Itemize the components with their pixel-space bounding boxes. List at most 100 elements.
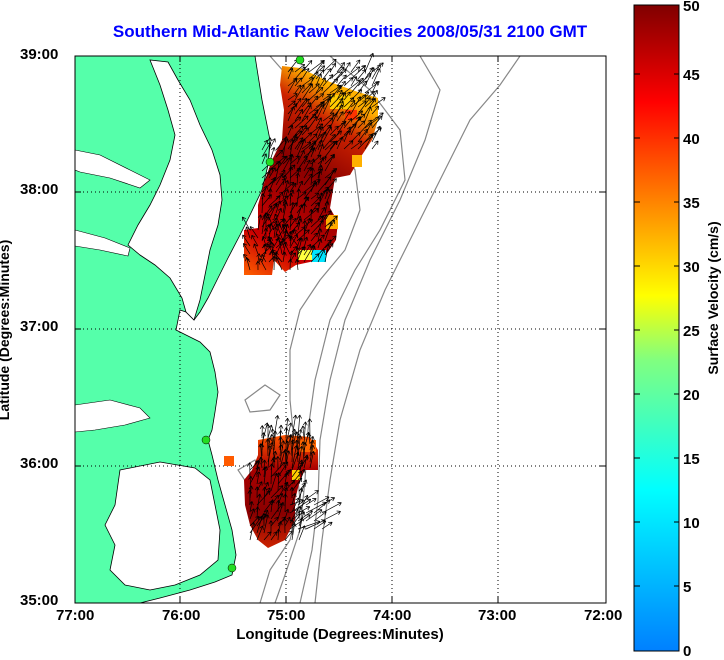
velocity-arrow: [309, 439, 315, 457]
velocity-arrow: [247, 490, 253, 506]
velocity-arrow: [267, 424, 273, 439]
velocity-arrow: [287, 78, 297, 94]
velocity-arrow: [350, 77, 364, 94]
velocity-arrow: [296, 188, 302, 207]
velocity-arrow: [282, 202, 289, 221]
velocity-arrow: [302, 203, 307, 214]
velocity-arrow: [310, 253, 320, 263]
velocity-arrow: [261, 245, 272, 256]
velocity-arrow: [261, 235, 267, 247]
colorbar-tick-label: 40: [683, 131, 700, 148]
velocity-arrow: [257, 214, 263, 231]
velocity-arrow: [343, 110, 351, 122]
velocity-arrow: [357, 100, 367, 108]
velocity-arrows: [241, 52, 386, 541]
velocity-arrow: [291, 492, 297, 506]
velocity-arrow: [272, 430, 278, 451]
velocity-arrow: [364, 106, 372, 122]
velocity-arrow: [317, 206, 326, 221]
velocity-arrow: [324, 242, 334, 256]
colorbar-tick-label: 25: [683, 323, 700, 340]
velocity-arrow: [322, 92, 335, 108]
velocity-arrow: [256, 490, 271, 506]
velocity-arrow: [301, 83, 313, 101]
velocity-arrow: [263, 212, 269, 231]
velocity-arrow: [249, 508, 256, 520]
velocity-arrow: [242, 234, 251, 247]
velocity-arrow: [263, 466, 269, 485]
velocity-arrow: [282, 157, 291, 172]
velocity-arrow: [296, 149, 305, 165]
velocity-arrow: [294, 84, 305, 101]
velocity-arrow: [317, 157, 325, 172]
velocity-arrow: [295, 247, 301, 263]
colorbar-tick-label: 0: [683, 643, 692, 660]
velocity-arrow: [371, 81, 379, 94]
velocity-arrow: [308, 86, 324, 101]
velocity-arrow: [261, 194, 272, 207]
velocity-arrow: [288, 192, 294, 207]
velocity-arrow: [310, 192, 320, 200]
colorbar-tick-label: 35: [683, 195, 700, 212]
velocity-arrow: [343, 91, 351, 101]
velocity-arrow: [269, 434, 275, 457]
velocity-arrow: [357, 80, 367, 94]
velocity-arrow: [303, 159, 311, 172]
velocity-arrow: [282, 180, 290, 200]
velocity-arrow: [275, 257, 283, 271]
velocity-arrow: [289, 498, 312, 514]
velocity-arrow: [317, 249, 326, 263]
velocity-arrow: [249, 466, 260, 485]
radar-station: [201, 435, 211, 445]
velocity-arrow: [303, 236, 309, 249]
velocity-arrow: [343, 126, 352, 143]
velocity-arrow: [302, 220, 308, 242]
velocity-arrow: [302, 421, 308, 445]
velocity-arrow: [287, 67, 294, 80]
velocity-arrow: [267, 236, 275, 247]
velocity-arrow: [322, 112, 335, 122]
velocity-arrow: [371, 97, 386, 108]
velocity-arrow: [284, 479, 296, 492]
velocity-arrow: [284, 471, 289, 485]
velocity-arrow: [313, 520, 327, 530]
velocity-arrow: [329, 125, 339, 136]
chesapeake-bay: [127, 59, 223, 321]
colorbar-tick-label: 20: [683, 387, 700, 404]
x-tick-label: 76:00: [162, 607, 201, 624]
velocity-arrow: [262, 486, 268, 506]
velocity-arrow: [291, 414, 298, 439]
velocity-arrow: [249, 521, 256, 541]
velocity-arrow: [275, 456, 281, 471]
y-tick-label: 35:00: [20, 592, 59, 609]
velocity-arrow: [248, 475, 254, 492]
velocity-arrow: [303, 145, 314, 165]
velocity-arrow: [336, 92, 346, 108]
velocity-arrow: [310, 232, 318, 242]
velocity-arrow: [317, 176, 332, 193]
colorbar-tick-label: 15: [683, 451, 700, 468]
velocity-arrow: [288, 434, 293, 457]
velocity-arrow: [278, 436, 284, 451]
velocity-arrow: [282, 518, 288, 534]
velocity-arrow: [294, 439, 300, 463]
velocity-arrow: [275, 195, 289, 207]
y-tick-label: 38:00: [20, 181, 59, 198]
velocity-arrow: [283, 493, 288, 513]
velocity-arrow: [324, 221, 333, 242]
velocity-arrow: [303, 217, 311, 235]
velocity-arrow: [289, 513, 301, 522]
velocity-arrow: [324, 153, 335, 172]
velocity-arrow: [267, 445, 273, 469]
velocity-arrow: [287, 124, 294, 136]
velocity-arrow: [294, 97, 302, 108]
velocity-arrow: [256, 481, 263, 492]
velocity-arrow: [284, 516, 291, 527]
velocity-arrow: [350, 76, 357, 87]
y-tick-label: 37:00: [20, 318, 59, 335]
velocity-arrow: [294, 108, 304, 122]
velocity-arrow: [268, 195, 281, 207]
velocity-arrow: [294, 137, 304, 150]
velocity-arrow: [256, 471, 261, 485]
velocity-arrow: [284, 450, 291, 471]
